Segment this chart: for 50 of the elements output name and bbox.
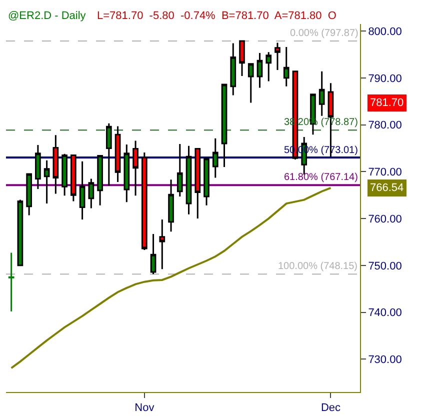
text: 781.70 — [370, 97, 404, 109]
candlestick — [52, 134, 59, 194]
ref-line-label: 100.00% (748.15) — [278, 261, 358, 272]
candlestick — [318, 70, 325, 117]
y-tick-label: 760.00 — [368, 213, 402, 226]
candlestick — [204, 158, 210, 206]
candlestick — [248, 63, 254, 104]
text: 766.54 — [370, 182, 404, 194]
candlestick — [283, 46, 290, 88]
candlestick — [256, 52, 263, 89]
candlestick — [266, 51, 272, 82]
candlestick — [212, 138, 218, 179]
candlestick — [159, 218, 166, 270]
candlestick — [274, 42, 280, 71]
chart-subtitle: L=781.70 -5.80 -0.74% B=781.70 A=781.80 O — [97, 10, 337, 22]
candlestick — [88, 178, 94, 209]
ref-line-label: 0.00% (797.87) — [290, 28, 358, 39]
candlestick — [124, 144, 130, 203]
candlestick — [230, 42, 236, 96]
y-tick-label: 740.00 — [368, 307, 402, 320]
y-tick-label: 750.00 — [368, 260, 402, 272]
candlestick — [150, 233, 156, 275]
x-tick-label: Nov — [134, 402, 155, 414]
candlestick — [79, 160, 86, 220]
candlestick — [17, 199, 24, 266]
ref-line-label: 61.80% (767.14) — [284, 172, 358, 183]
candlestick — [176, 143, 183, 198]
candlestick — [8, 252, 14, 312]
candlestick — [194, 148, 201, 220]
x-tick-label: Dec — [320, 402, 341, 414]
y-tick-label: 770.00 — [368, 166, 402, 179]
candlestick — [186, 145, 192, 216]
y-tick-label: 790.00 — [368, 72, 402, 85]
y-tick-label: 800.00 — [368, 26, 402, 38]
y-tick-label: 730.00 — [368, 354, 402, 366]
candlestick — [26, 173, 32, 216]
candlestick — [62, 153, 68, 196]
candlestick — [239, 40, 245, 77]
candlestick — [141, 152, 148, 251]
candlestick — [221, 84, 228, 168]
chart-title: @ER2.D - Daily — [8, 10, 86, 22]
candlestick — [70, 154, 76, 202]
candlestick — [106, 122, 112, 186]
candlestick — [132, 140, 138, 196]
candlestick — [168, 178, 174, 232]
candlestick — [35, 144, 41, 190]
candlestick — [97, 154, 103, 206]
candlestick — [114, 125, 121, 183]
candlestick — [44, 160, 50, 204]
y-tick-label: 780.00 — [368, 120, 402, 132]
